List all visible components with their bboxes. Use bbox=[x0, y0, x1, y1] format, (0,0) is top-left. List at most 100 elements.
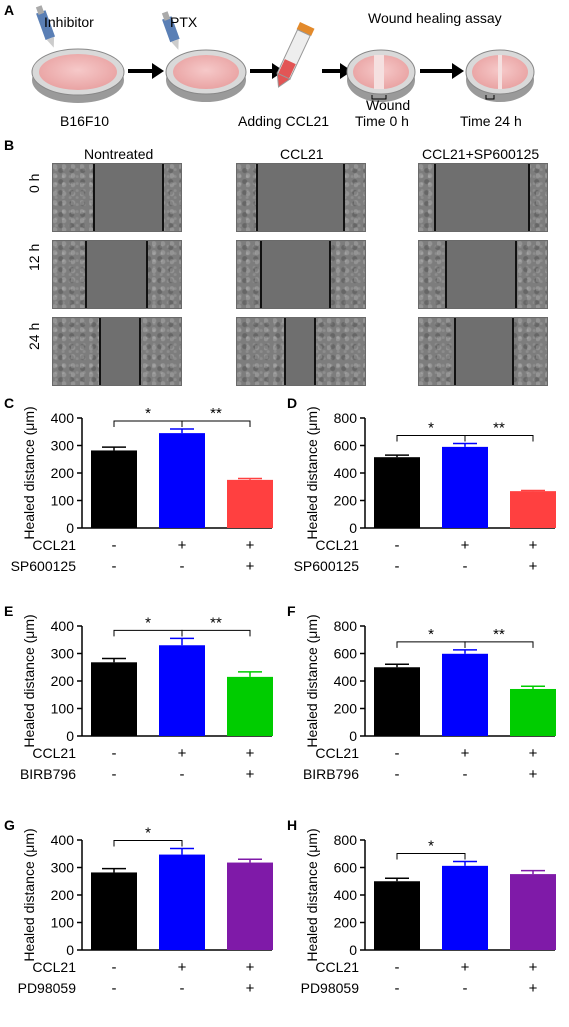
condition-sign-f: - bbox=[395, 745, 400, 762]
y-tick-label-e: 300 bbox=[51, 646, 75, 662]
y-tick-label-d: 800 bbox=[334, 410, 358, 426]
y-axis-title-h: Healed distance (μm) bbox=[304, 828, 320, 961]
sig-label-d: * bbox=[428, 419, 434, 436]
bar-g-2 bbox=[227, 862, 273, 950]
y-axis-title-c: Healed distance (μm) bbox=[21, 406, 37, 539]
condition-sign-e: - bbox=[112, 766, 117, 783]
condition-sign-d: + bbox=[529, 537, 538, 554]
micrograph-2-1 bbox=[236, 317, 366, 386]
y-tick-label-h: 400 bbox=[334, 887, 358, 903]
panel-label-g: G bbox=[4, 817, 15, 833]
y-tick-label-d: 0 bbox=[349, 520, 357, 536]
y-tick-label-e: 0 bbox=[66, 728, 74, 744]
bar-e-2 bbox=[227, 676, 273, 736]
condition-sign-h: + bbox=[529, 959, 538, 976]
bar-f-1 bbox=[442, 653, 488, 736]
condition-sign-g: + bbox=[246, 959, 255, 976]
condition-sign-c: + bbox=[246, 558, 255, 575]
condition-sign-g: - bbox=[112, 980, 117, 997]
y-tick-label-f: 400 bbox=[334, 673, 358, 689]
bar-g-0 bbox=[91, 872, 137, 950]
condition-sign-f: - bbox=[463, 766, 468, 783]
y-axis-title-g: Healed distance (μm) bbox=[21, 828, 37, 961]
bar-c-1 bbox=[159, 433, 205, 528]
micrograph-2-0 bbox=[52, 317, 182, 386]
y-axis-title-d: Healed distance (μm) bbox=[304, 406, 320, 539]
condition-sign-h: - bbox=[395, 980, 400, 997]
workflow-diagram bbox=[31, 5, 535, 103]
micrograph-0-1 bbox=[236, 163, 366, 232]
sig-bracket-f bbox=[464, 641, 534, 648]
condition-sign-f: + bbox=[529, 745, 538, 762]
caption-b16f10: B16F10 bbox=[60, 113, 110, 129]
y-tick-label-e: 200 bbox=[51, 673, 75, 689]
sig-bracket-c bbox=[181, 420, 251, 427]
micrograph-1-0 bbox=[52, 240, 182, 309]
sig-label-f: * bbox=[428, 626, 434, 643]
y-tick-label-f: 800 bbox=[334, 618, 358, 634]
caption-wound: Wound bbox=[366, 97, 411, 113]
bar-f-2 bbox=[510, 688, 556, 736]
y-tick-label-f: 0 bbox=[349, 728, 357, 744]
condition-sign-d: - bbox=[395, 558, 400, 575]
step-label-assay: Wound healing assay bbox=[368, 10, 502, 26]
micrograph-0-2 bbox=[418, 163, 548, 232]
bar-f-0 bbox=[374, 667, 420, 736]
caption-adding-ccl21: Adding CCL21 bbox=[238, 113, 330, 129]
bar-d-1 bbox=[442, 446, 488, 528]
condition-label-c: CCL21 bbox=[32, 537, 76, 553]
sig-label-c: ** bbox=[210, 405, 222, 422]
y-tick-label-e: 100 bbox=[51, 701, 75, 717]
condition-label-h: PD98059 bbox=[301, 980, 360, 996]
condition-label-f: BIRB796 bbox=[303, 766, 359, 782]
y-tick-label-c: 0 bbox=[66, 520, 74, 536]
y-tick-label-c: 100 bbox=[51, 493, 75, 509]
micrograph-1-1 bbox=[236, 240, 366, 309]
condition-sign-h: - bbox=[395, 959, 400, 976]
arrow-3 bbox=[322, 63, 352, 79]
bar-c-0 bbox=[91, 450, 137, 528]
micrograph-0-0 bbox=[52, 163, 182, 232]
micrograph-2-2 bbox=[418, 317, 548, 386]
condition-sign-h: + bbox=[461, 959, 470, 976]
sig-label-f: ** bbox=[493, 626, 505, 643]
condition-sign-c: + bbox=[246, 537, 255, 554]
condition-sign-f: - bbox=[395, 766, 400, 783]
condition-sign-h: - bbox=[463, 980, 468, 997]
bar-e-1 bbox=[159, 645, 205, 736]
condition-sign-d: + bbox=[461, 537, 470, 554]
y-tick-label-g: 200 bbox=[51, 887, 75, 903]
step-label-ptx: PTX bbox=[170, 14, 198, 30]
bar-h-1 bbox=[442, 865, 488, 950]
condition-sign-g: - bbox=[180, 980, 185, 997]
condition-sign-g: - bbox=[112, 959, 117, 976]
condition-label-c: SP600125 bbox=[11, 558, 77, 574]
caption-time-24h: Time 24 h bbox=[460, 113, 522, 129]
sig-label-e: * bbox=[145, 614, 151, 631]
panel-label-b: B bbox=[4, 137, 15, 153]
row-label-0h: 0 h bbox=[26, 173, 42, 193]
y-tick-label-c: 300 bbox=[51, 438, 75, 454]
sig-bracket-h bbox=[396, 852, 466, 860]
condition-label-f: CCL21 bbox=[315, 745, 359, 761]
condition-sign-d: - bbox=[463, 558, 468, 575]
culture-dish-2 bbox=[165, 49, 247, 102]
y-tick-label-e: 400 bbox=[51, 618, 75, 634]
culture-dish-1 bbox=[31, 48, 125, 103]
condition-sign-c: - bbox=[112, 537, 117, 554]
bar-g-1 bbox=[159, 854, 205, 950]
column-label-nontreated: Nontreated bbox=[84, 146, 154, 162]
y-tick-label-g: 300 bbox=[51, 860, 75, 876]
arrow-4 bbox=[420, 63, 464, 79]
micrograph-1-2 bbox=[418, 240, 548, 309]
panel-label-f: F bbox=[287, 603, 296, 619]
bar-e-0 bbox=[91, 662, 137, 736]
sig-bracket-g bbox=[113, 840, 183, 847]
bar-h-2 bbox=[510, 874, 556, 950]
column-label-ccl21-sp600125: CCL21+SP600125 bbox=[422, 146, 540, 162]
condition-sign-d: - bbox=[395, 537, 400, 554]
condition-sign-e: - bbox=[112, 745, 117, 762]
y-tick-label-f: 200 bbox=[334, 701, 358, 717]
y-tick-label-h: 0 bbox=[349, 942, 357, 958]
culture-dish-4 bbox=[465, 49, 535, 102]
